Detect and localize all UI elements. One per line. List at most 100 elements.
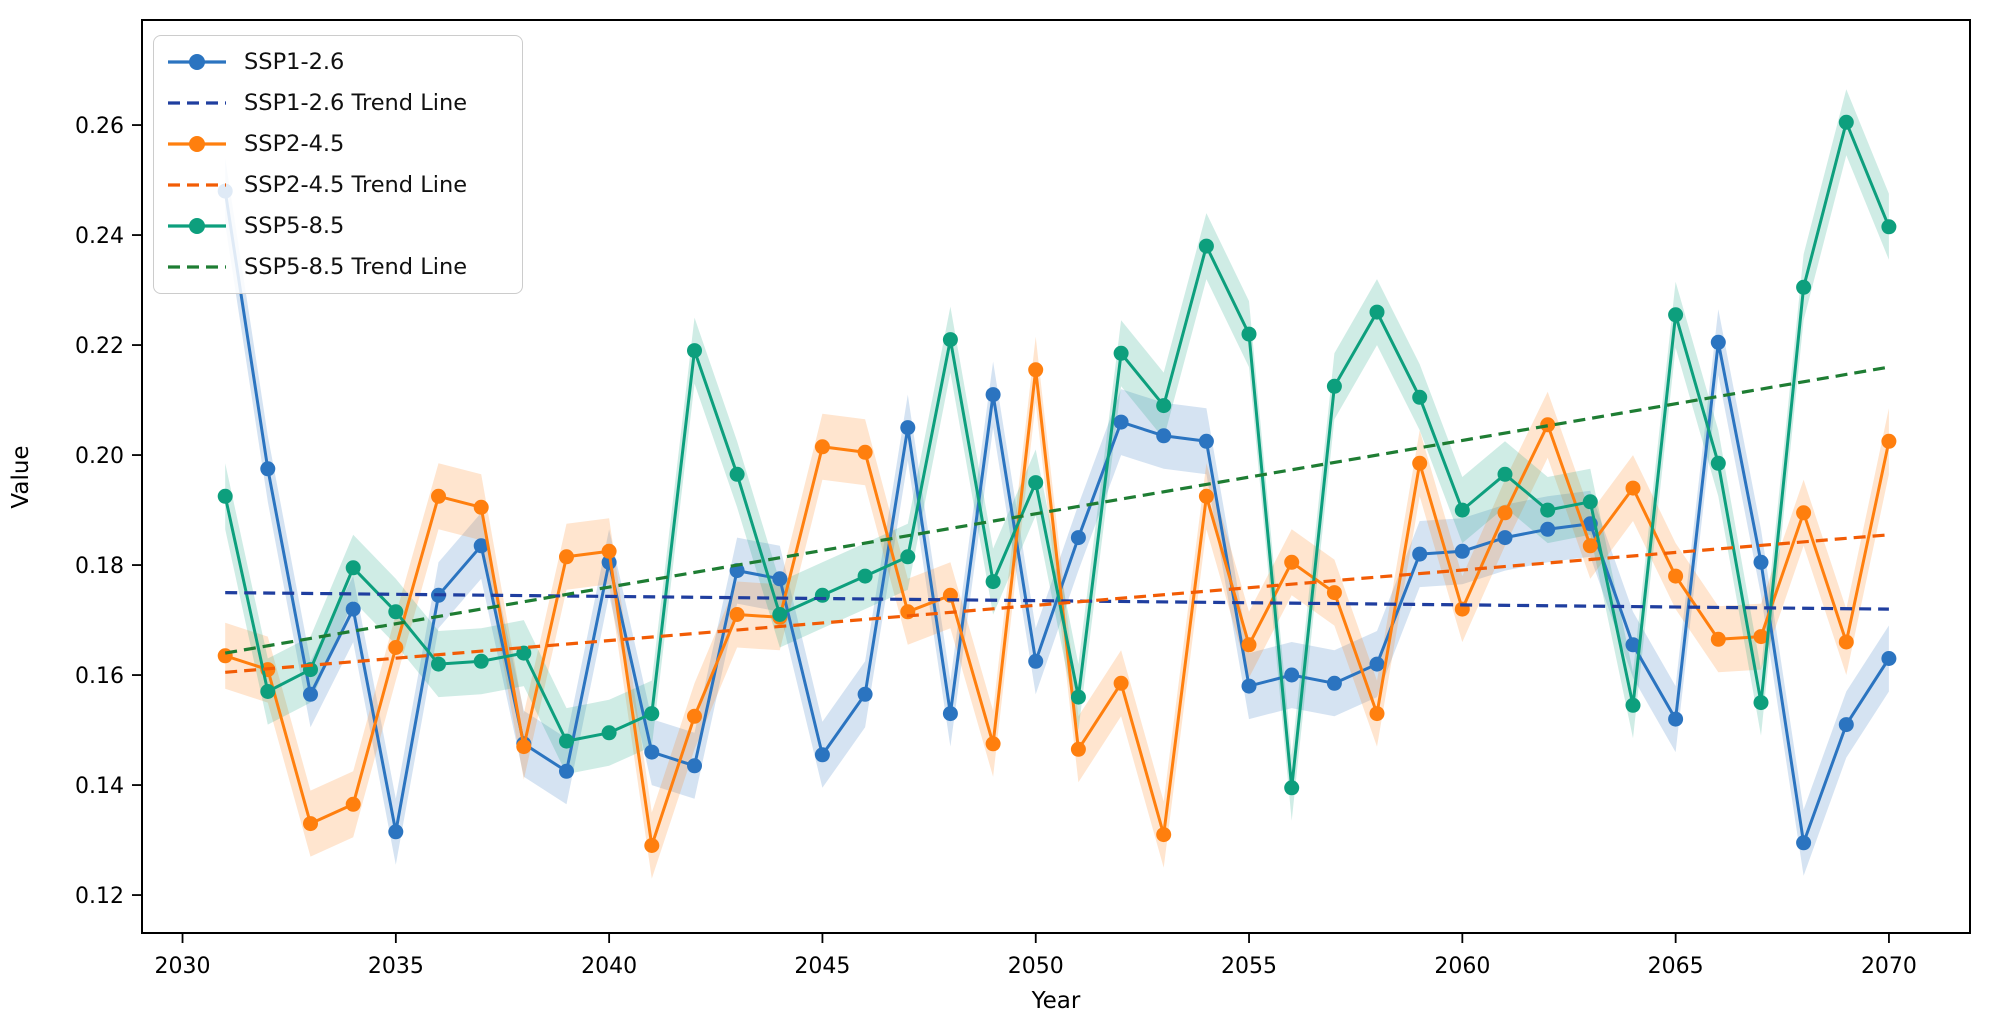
legend-swatch-graphic (168, 101, 226, 105)
data-point-marker (687, 708, 702, 724)
circle-marker-icon (189, 54, 205, 71)
data-point-marker (1028, 653, 1044, 669)
data-point-marker (1796, 835, 1812, 851)
legend-swatch-marker-line-icon (166, 133, 228, 155)
data-point-marker (431, 656, 446, 672)
trend-line-ssp2-4.5-trend-line (225, 533, 1890, 674)
data-point-marker (431, 488, 446, 504)
data-point-marker (1412, 546, 1428, 562)
data-point-marker (1668, 307, 1684, 323)
legend-swatch-graphic (168, 217, 226, 234)
data-point-marker (1710, 631, 1726, 647)
data-point-marker (1710, 455, 1726, 471)
data-point-marker (1412, 455, 1428, 471)
data-point-marker (814, 439, 830, 455)
data-point-marker (1113, 345, 1129, 361)
data-series (217, 114, 1897, 853)
data-point-marker (1582, 538, 1598, 554)
y-tick-label: 0.22 (75, 334, 124, 359)
series-line (223, 368, 1891, 847)
data-point-marker (857, 568, 873, 584)
data-point-marker (559, 733, 574, 749)
data-point-marker (345, 601, 361, 617)
legend-swatch-marker-line-icon (166, 51, 228, 73)
legend-item-ssp5-85: SSP5-8.5 (166, 213, 510, 239)
data-point-marker (1369, 706, 1385, 722)
data-point-marker (1454, 502, 1470, 518)
data-point-marker (1070, 689, 1086, 705)
data-point-marker (601, 543, 617, 559)
data-point-marker (644, 706, 660, 722)
legend-swatch-dashed-line-icon (166, 256, 228, 278)
legend-item-label: SSP2-4.5 (244, 131, 345, 158)
data-point-marker (687, 758, 702, 774)
data-point-marker (1838, 717, 1854, 733)
legend-swatch-marker-line-icon (166, 215, 228, 237)
legend-item-label: SSP2-4.5 Trend Line (244, 171, 468, 198)
y-axis-label: Value (8, 445, 34, 508)
data-point-marker (388, 604, 404, 620)
legend-item-ssp1-26: SSP1-2.6 (166, 49, 510, 75)
data-point-marker (1326, 585, 1342, 601)
legend-item-label: SSP5-8.5 Trend Line (244, 253, 468, 280)
data-point-marker (857, 686, 873, 702)
data-point-marker (217, 648, 233, 664)
series-ssp1-2.6 (217, 183, 1897, 851)
data-point-marker (388, 640, 404, 655)
data-point-marker (1625, 637, 1641, 653)
data-point-marker (1369, 656, 1385, 672)
x-tick-label: 2030 (155, 954, 211, 979)
data-point-marker (1881, 651, 1897, 666)
trend-line-ssp5-8.5-trend-line (224, 365, 1890, 655)
series-line (223, 120, 1891, 790)
data-point-marker (217, 488, 233, 504)
data-point-marker (601, 725, 617, 741)
trend-line-ssp1-2.6-trend-line (225, 591, 1889, 611)
data-point-marker (1284, 780, 1300, 796)
legend-item-ssp1-26-trend: SSP1-2.6 Trend Line (166, 90, 510, 116)
data-point-marker (1198, 238, 1214, 254)
legend-item-label: SSP1-2.6 Trend Line (244, 90, 468, 117)
data-point-marker (729, 466, 745, 482)
data-point-marker (1497, 505, 1513, 521)
x-axis-label: Year (1031, 988, 1081, 1014)
series-line (223, 189, 1891, 845)
data-point-marker (985, 387, 1001, 403)
data-point-marker (260, 684, 276, 699)
data-point-marker (942, 706, 958, 722)
data-point-marker (1582, 494, 1598, 510)
data-point-marker (942, 332, 958, 348)
data-point-marker (1113, 675, 1129, 691)
data-point-marker (1070, 741, 1086, 757)
data-point-marker (1497, 466, 1513, 482)
y-tick-label: 0.16 (75, 664, 124, 689)
trend-lines (224, 365, 1890, 674)
data-point-marker (345, 560, 361, 576)
x-tick-label: 2070 (1861, 954, 1917, 979)
data-point-marker (772, 607, 788, 622)
legend-item-ssp2-45: SSP2-4.5 (166, 131, 510, 157)
data-point-marker (900, 549, 916, 565)
legend-swatch-dashed-line-icon (166, 174, 228, 196)
data-point-marker (473, 499, 489, 515)
data-point-marker (1881, 219, 1897, 235)
data-point-marker (729, 607, 745, 622)
data-point-marker (1838, 114, 1854, 130)
data-point-marker (1753, 554, 1769, 570)
x-tick-label: 2055 (1221, 954, 1277, 979)
data-point-marker (1070, 530, 1086, 546)
data-point-marker (1796, 279, 1812, 295)
data-point-marker (1241, 637, 1257, 653)
data-point-marker (260, 461, 276, 477)
y-tick-label: 0.14 (75, 774, 124, 799)
data-point-marker (473, 538, 489, 554)
confidence-band-ssp1-2.6 (225, 158, 1889, 876)
data-point-marker (1284, 554, 1300, 570)
data-point-marker (1284, 667, 1300, 683)
legend-swatch-graphic (168, 54, 226, 71)
data-point-marker (1156, 398, 1172, 414)
legend-swatch-graphic (168, 183, 226, 187)
legend-item-label: SSP5-8.5 (244, 212, 345, 239)
data-point-marker (1241, 678, 1257, 694)
